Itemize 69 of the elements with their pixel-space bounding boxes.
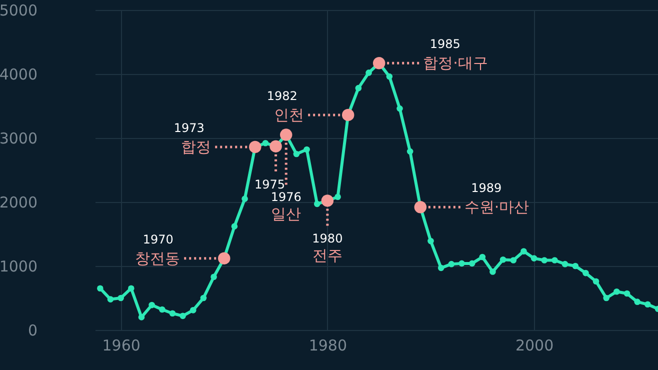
x-tick-label: 1960 [102, 336, 140, 354]
annotation: 1982 [266, 88, 298, 103]
point [210, 274, 217, 280]
annotation: 1985 [430, 37, 460, 52]
point [592, 278, 600, 285]
point [242, 196, 248, 202]
y-tick-label: 5000 [0, 2, 38, 20]
point [97, 285, 104, 292]
point [200, 294, 207, 302]
point [438, 264, 444, 272]
point [334, 194, 341, 200]
point [428, 238, 434, 244]
point [148, 302, 155, 308]
point [180, 312, 186, 320]
point [490, 268, 496, 275]
annotation: 인천 [274, 106, 304, 124]
annotation: 일산 [271, 204, 302, 223]
point [468, 260, 476, 267]
point [458, 260, 465, 267]
point [169, 310, 176, 317]
point [479, 254, 486, 260]
point [614, 288, 620, 295]
point [530, 255, 538, 262]
point [582, 270, 589, 276]
x-tick-label: 2000 [515, 336, 554, 354]
point [562, 260, 568, 268]
point [293, 150, 300, 158]
point [107, 296, 114, 302]
point [262, 140, 269, 146]
point [603, 294, 610, 302]
point [634, 298, 640, 305]
y-tick-label: 4000 [0, 66, 38, 84]
annotation: 수원·마산 [464, 198, 530, 216]
annotation: 전주 [312, 246, 342, 265]
annotation: 합정 [181, 138, 212, 156]
x-tick-label: 1980 [308, 336, 348, 354]
point [396, 105, 403, 112]
point [190, 307, 196, 314]
annotation: 1970 [142, 232, 174, 246]
point [500, 256, 506, 263]
point [510, 257, 517, 264]
annotation: 1976 [270, 190, 302, 204]
y-tick-label: 1000 [0, 258, 38, 276]
point [355, 84, 362, 92]
point [118, 294, 124, 302]
y-tick-label: 0 [28, 322, 38, 340]
point [520, 248, 527, 254]
point [386, 73, 393, 80]
annotation: 1973 [174, 120, 204, 135]
annotation: 1980 [312, 232, 343, 246]
point [314, 200, 320, 208]
annotation: 창전동 [135, 249, 180, 268]
point [644, 301, 651, 308]
point [552, 257, 558, 264]
point [366, 70, 372, 76]
point [158, 306, 166, 313]
point [572, 262, 579, 270]
annotation: 1989 [471, 181, 502, 196]
point [304, 146, 310, 153]
y-tick-label: 2000 [0, 194, 38, 212]
point [448, 260, 455, 268]
y-tick-label: 3000 [0, 130, 38, 148]
point [138, 314, 145, 320]
annotation: 1975 [254, 177, 286, 192]
annotation: 합정·대구 [423, 54, 488, 72]
point [231, 223, 238, 230]
point [406, 148, 414, 155]
point [541, 257, 548, 264]
point [624, 290, 630, 297]
